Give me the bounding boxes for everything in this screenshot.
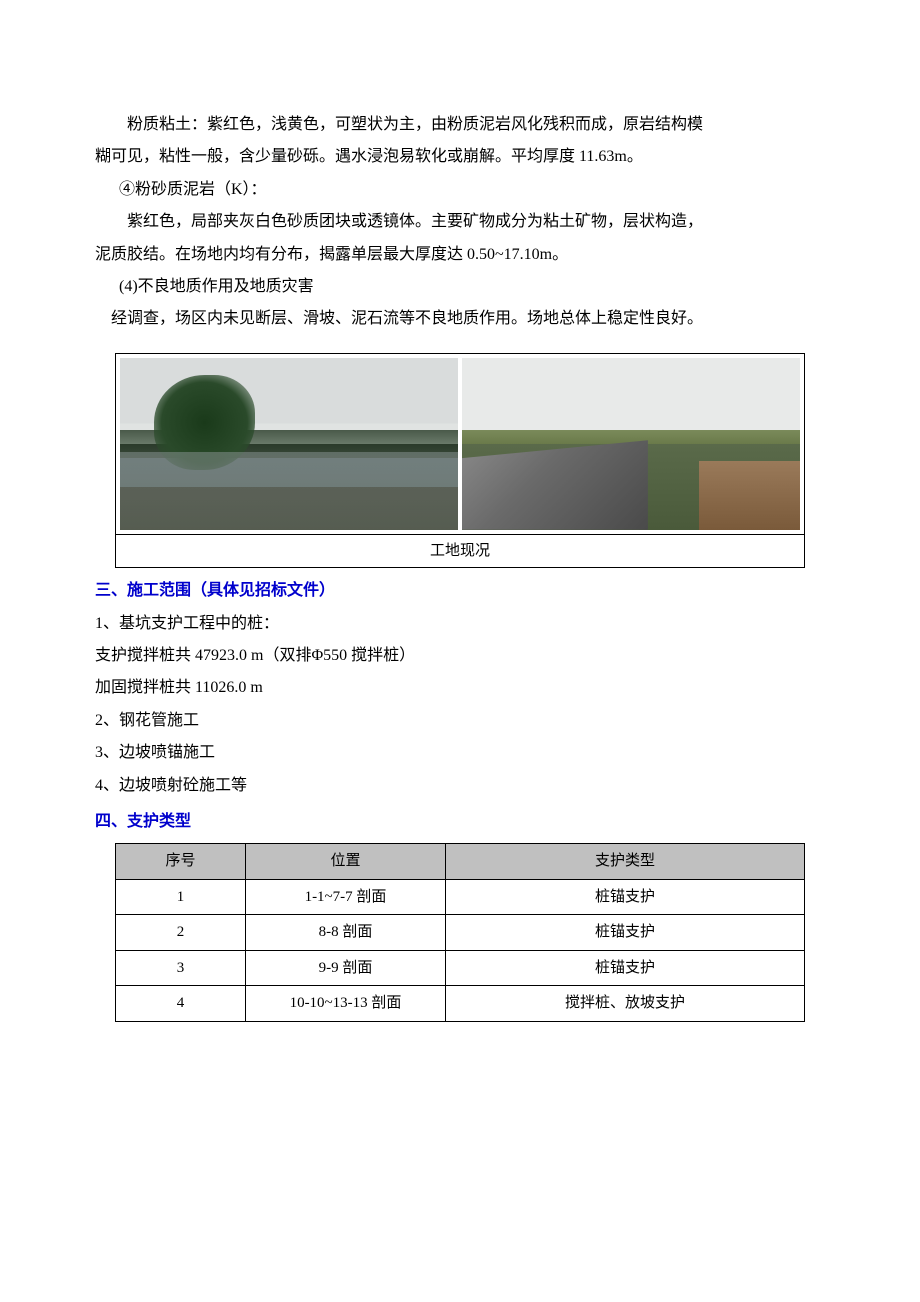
table-cell: 2 [116,915,246,951]
section-3-line-1: 支护搅拌桩共 47923.0 m（双排Φ550 搅拌桩） [95,641,825,671]
site-photo-left [120,358,458,530]
table-cell: 1-1~7-7 剖面 [246,879,446,915]
paragraph-mudstone-2: 泥质胶结。在场地内均有分布，揭露单层最大厚度达 0.50~17.10m。 [95,240,825,270]
table-header-pos: 位置 [246,844,446,880]
paragraph-silty-clay-1: 粉质粘土：紫红色，浅黄色，可塑状为主，由粉质泥岩风化残积而成，原岩结构模 [95,110,825,140]
paragraph-geohazard-body: 经调查，场区内未见断层、滑坡、泥石流等不良地质作用。场地总体上稳定性良好。 [95,304,825,334]
table-header-seq: 序号 [116,844,246,880]
paragraph-mudstone-1: 紫红色，局部夹灰白色砂质团块或透镜体。主要矿物成分为粘土矿物，层状构造， [95,207,825,237]
table-cell: 搅拌桩、放坡支护 [446,986,805,1022]
section-3-line-5: 4、边坡喷射砼施工等 [95,771,825,801]
table-cell: 8-8 剖面 [246,915,446,951]
table-cell: 桩锚支护 [446,915,805,951]
table-cell: 3 [116,950,246,986]
site-photo-caption: 工地现况 [115,535,805,569]
paragraph-mudstone-heading: ④粉砂质泥岩（K）： [95,175,825,205]
section-3-line-3: 2、钢花管施工 [95,706,825,736]
site-photo-block: 工地现况 [115,353,805,569]
table-cell: 9-9 剖面 [246,950,446,986]
paragraph-geohazard-heading: (4)不良地质作用及地质灾害 [95,272,825,302]
table-row: 3 9-9 剖面 桩锚支护 [116,950,805,986]
support-type-table: 序号 位置 支护类型 1 1-1~7-7 剖面 桩锚支护 2 8-8 剖面 桩锚… [115,843,805,1022]
section-3-line-4: 3、边坡喷锚施工 [95,738,825,768]
section-3-line-2: 加固搅拌桩共 11026.0 m [95,673,825,703]
table-cell: 1 [116,879,246,915]
table-header-type: 支护类型 [446,844,805,880]
table-row: 4 10-10~13-13 剖面 搅拌桩、放坡支护 [116,986,805,1022]
table-cell: 桩锚支护 [446,950,805,986]
table-cell: 10-10~13-13 剖面 [246,986,446,1022]
section-3-line-0: 1、基坑支护工程中的桩： [95,609,825,639]
site-photo-right [462,358,800,530]
section-3-heading: 三、施工范围（具体见招标文件） [95,576,825,606]
paragraph-silty-clay-2: 糊可见，粘性一般，含少量砂砾。遇水浸泡易软化或崩解。平均厚度 11.63m。 [95,142,825,172]
site-photo-row [115,353,805,535]
table-cell: 4 [116,986,246,1022]
table-row: 1 1-1~7-7 剖面 桩锚支护 [116,879,805,915]
table-row: 2 8-8 剖面 桩锚支护 [116,915,805,951]
table-cell: 桩锚支护 [446,879,805,915]
section-4-heading: 四、支护类型 [95,807,825,837]
table-header-row: 序号 位置 支护类型 [116,844,805,880]
